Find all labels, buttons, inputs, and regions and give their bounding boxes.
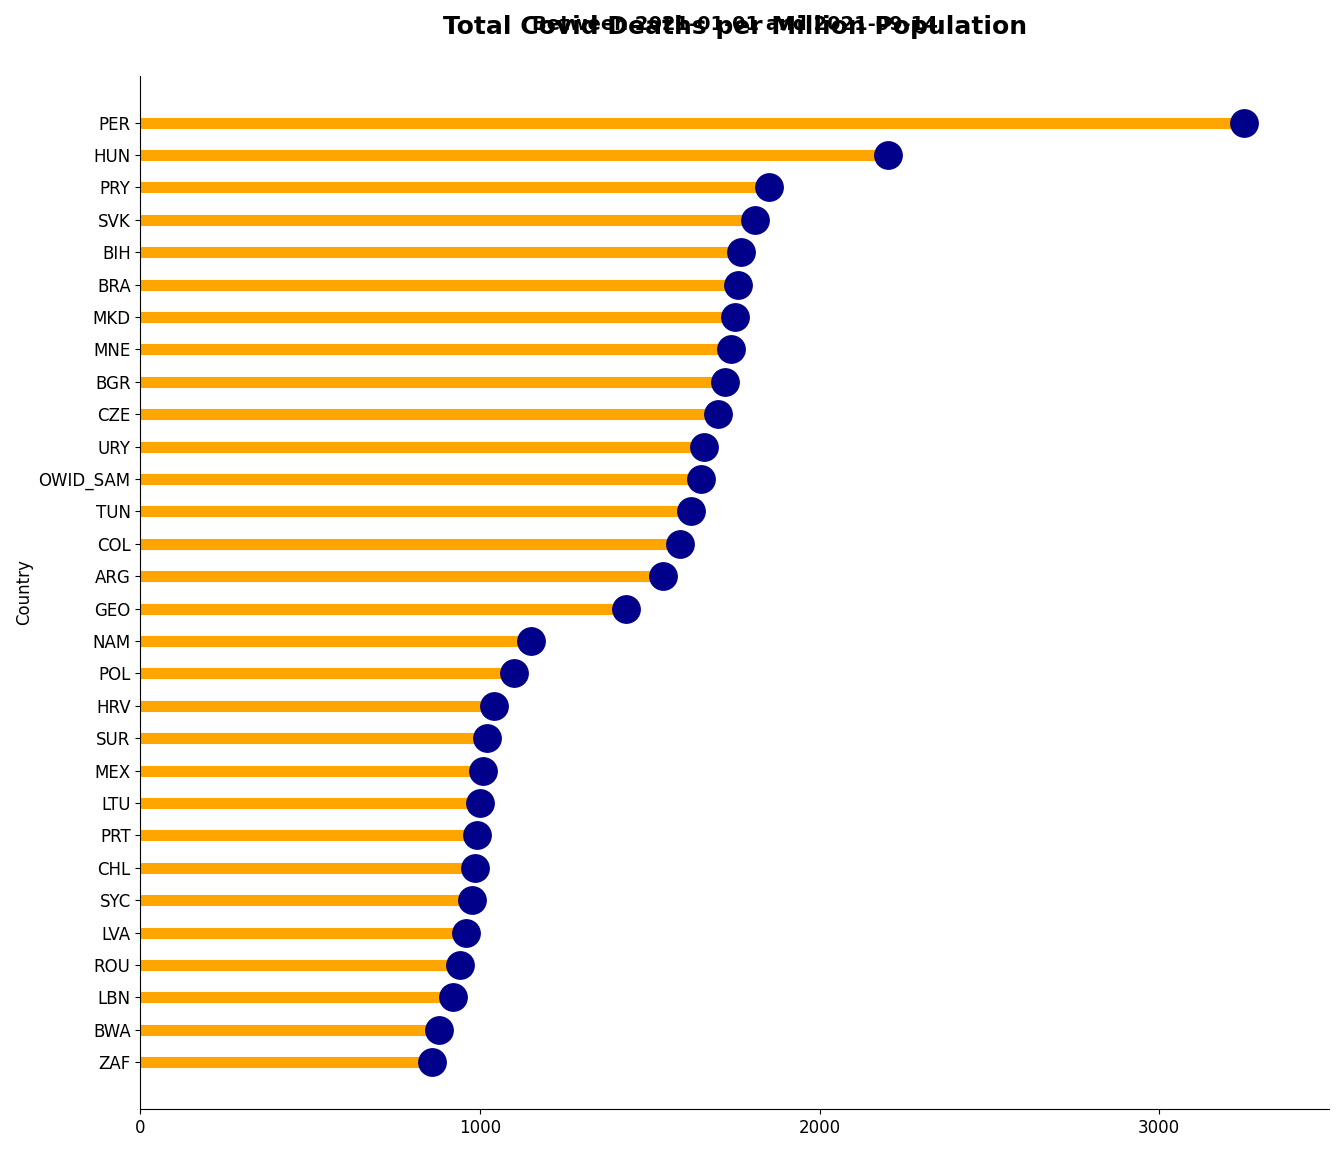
Y-axis label: Country: Country [15,560,34,626]
Text: Between 2021-01-01 and 2021-09-14: Between 2021-01-01 and 2021-09-14 [532,15,938,35]
Title: Total Covid Deaths per Million Population: Total Covid Deaths per Million Populatio… [442,15,1027,39]
